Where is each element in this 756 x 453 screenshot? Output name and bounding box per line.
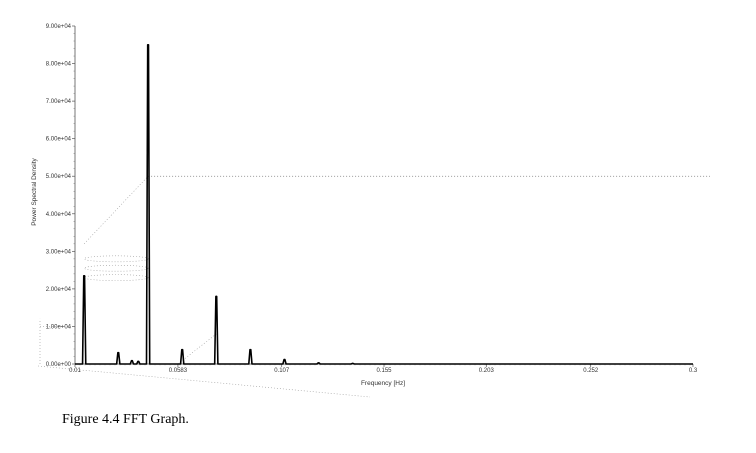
- y-tick-label: 7.00e+04: [46, 99, 72, 105]
- x-axis: 0.01 0.0583 0.107 0.155 0.203 0.252 0.3: [69, 363, 698, 374]
- peak-point: [352, 362, 354, 365]
- x-tick-label: 0.3: [689, 368, 698, 374]
- y-axis-label: Power Spectral Density: [31, 157, 38, 225]
- x-axis-label: Frequency [Hz]: [361, 380, 405, 387]
- guide-line: [83, 176, 149, 245]
- y-tick-label: 3.00e+04: [46, 249, 72, 255]
- y-tick-label: 0.00e+00: [46, 362, 72, 368]
- x-tick-label: 0.252: [583, 368, 599, 374]
- guide-ellipse: [83, 274, 149, 281]
- peak-point: [117, 352, 119, 354]
- y-tick-label: 5.00e+04: [46, 174, 72, 180]
- decorative-dotted-guides: [37, 176, 371, 398]
- y-tick-label: 4.00e+04: [46, 212, 72, 218]
- y-tick-label: 1.00e+04: [46, 324, 72, 330]
- y-tick-label: 6.00e+04: [46, 137, 72, 143]
- figure-caption: Figure 4.4 FFT Graph.: [62, 412, 189, 427]
- x-tick-label: 0.107: [274, 368, 290, 374]
- peak-point: [137, 360, 139, 362]
- peak-point: [215, 295, 217, 297]
- peak-point: [317, 362, 320, 364]
- y-tick-label: 9.00e+04: [46, 24, 72, 30]
- x-tick-label: 0.203: [479, 368, 495, 374]
- x-tick-label: 0.155: [376, 368, 392, 374]
- guide-ellipse: [83, 255, 149, 263]
- guide-ellipse: [83, 264, 149, 272]
- guide-line: [177, 333, 217, 365]
- x-tick-label: 0.0583: [169, 368, 188, 374]
- peak-point: [131, 360, 133, 362]
- peak-point: [83, 275, 85, 277]
- y-tick-label: 8.00e+04: [46, 62, 72, 68]
- y-tick-label: 2.00e+04: [46, 287, 72, 293]
- peak-point: [147, 44, 149, 46]
- spectrum-line: [75, 43, 693, 365]
- peak-point: [181, 349, 183, 351]
- y-axis: 0.00e+00 1.00e+04 2.00e+04 3.00e+04 4.00e+04…: [46, 24, 76, 368]
- peak-markers: [83, 44, 354, 365]
- peak-point: [249, 349, 251, 351]
- peak-point: [283, 358, 286, 361]
- guide-line: [37, 365, 371, 398]
- x-tick-label: 0.01: [69, 368, 81, 374]
